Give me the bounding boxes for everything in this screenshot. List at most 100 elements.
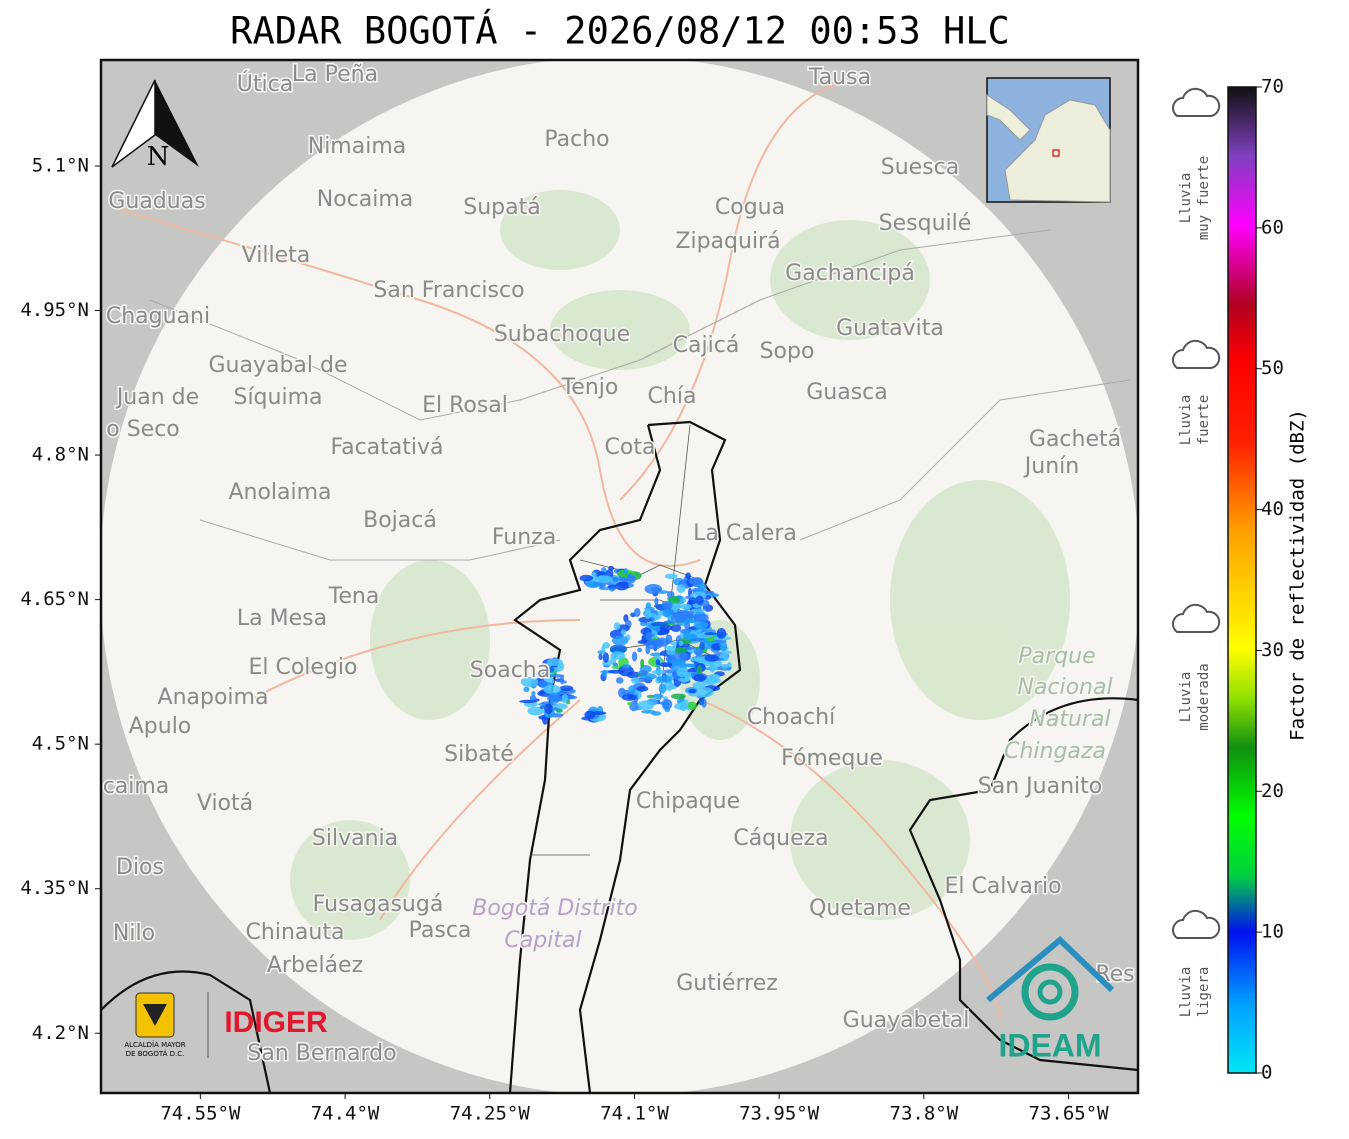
place-label: La Calera (693, 521, 797, 546)
place-label: Guasca (806, 380, 888, 405)
echo-cell (559, 675, 565, 685)
echo-cell (721, 650, 732, 655)
echo-cell (679, 663, 695, 667)
logo-text: DE BOGOTÁ D.C. (126, 1049, 185, 1058)
echo-cell (630, 677, 640, 684)
place-label: Cáqueza (733, 826, 828, 851)
place-label: Gachetá (1029, 427, 1121, 452)
department-borders (101, 420, 1138, 1093)
echo-cell (699, 641, 705, 651)
echo-cell (693, 673, 706, 682)
echo-cell (658, 683, 667, 694)
echo-cell (585, 581, 601, 589)
echo-cell (651, 669, 666, 675)
colorbar-tick-label: 0 (1261, 1062, 1272, 1084)
place-label: Bojacá (363, 508, 437, 533)
x-tick-label: 74.4°W (311, 1103, 380, 1125)
place-label: o Seco (106, 417, 180, 442)
echo-cell (591, 711, 607, 716)
place-label: Silvania (312, 826, 398, 851)
place-label: Bogotá Distrito (472, 896, 637, 921)
place-label: Cota (605, 435, 656, 460)
colorbar (1227, 86, 1257, 1074)
echo-cell (598, 653, 603, 661)
place-label: Chía (648, 384, 697, 409)
echo-cell (693, 613, 709, 623)
echo-cell (627, 702, 632, 706)
place-label: Juan de (115, 385, 199, 410)
axes: 74.55°W 74.4°W 74.25°W 74.1°W 73.95°W 73.8°W 7… (20, 154, 1109, 1124)
place-label: La Peña (292, 62, 378, 87)
colorbar-ticks: 0 10 20 30 40 50 60 70 (1256, 76, 1284, 1084)
place-label: Viotá (197, 791, 253, 816)
y-tick-label: 4.95°N (20, 299, 89, 321)
north-arrow: N (111, 79, 199, 172)
y-tick-label: 4.35°N (20, 877, 89, 899)
rain-class-label: Lluvia (1178, 173, 1194, 224)
place-label: Zipaquirá (675, 229, 780, 254)
roads (119, 79, 1001, 1021)
place-label: Nacional (1017, 675, 1112, 700)
echo-cell (678, 640, 684, 647)
echo-cell (628, 685, 637, 693)
colorbar-tick-label: 70 (1261, 76, 1284, 98)
echo-cell (674, 647, 688, 654)
place-label: Supatá (463, 195, 540, 220)
colorbar-label: Factor de reflectividad (dBZ) (1287, 409, 1309, 741)
echo-cell (654, 597, 659, 606)
echo-cell (601, 644, 606, 655)
place-label: Dios (116, 855, 164, 880)
echo-cell (678, 652, 689, 660)
echo-cell (672, 643, 677, 650)
echo-cell (662, 699, 673, 710)
echo-cell (613, 622, 621, 631)
place-label: Suesca (881, 155, 959, 180)
place-label: El Calvario (944, 874, 1061, 899)
echo-cell (547, 695, 563, 703)
rain-class-label: Lluvia (1178, 672, 1194, 723)
echo-cell (609, 644, 627, 654)
rain-class-label: fuerte (1196, 395, 1212, 446)
echo-cell (697, 582, 707, 592)
echo-cell (644, 584, 663, 595)
echo-cell (523, 686, 530, 692)
echo-cell (543, 703, 554, 715)
echo-cell (688, 577, 703, 586)
place-label: La Mesa (237, 606, 327, 631)
place-label: Villeta (242, 243, 311, 268)
rain-class-label: muy fuerte (1196, 156, 1212, 240)
place-label: Sopo (760, 339, 815, 364)
echo-cell (704, 632, 717, 636)
place-label: Funza (492, 525, 556, 550)
echo-cell (685, 572, 691, 580)
echo-cell (662, 609, 672, 618)
colorbar-tick-label: 30 (1261, 639, 1284, 661)
place-label: Chinauta (246, 920, 345, 945)
echo-cell (602, 652, 609, 663)
place-label: Gachancipá (785, 261, 915, 286)
echo-cell (615, 677, 624, 684)
place-label: Anapoima (158, 685, 269, 710)
echo-cell (627, 573, 634, 582)
place-label: Cajicá (673, 333, 740, 358)
place-label: Nilo (113, 921, 155, 946)
echo-cell (594, 575, 613, 583)
echo-cell (579, 574, 593, 582)
echo-cell (561, 693, 568, 704)
echo-cell (659, 662, 673, 668)
colorbar-tick-label: 20 (1261, 780, 1284, 802)
colorbar-tick-label: 40 (1261, 498, 1284, 520)
y-tick-label: 4.65°N (20, 588, 89, 610)
echo-cell (539, 705, 546, 709)
echo-cell (637, 647, 643, 653)
place-label: San Francisco (373, 278, 524, 303)
echo-cell (687, 701, 697, 710)
echo-cell (664, 573, 678, 580)
echo-cell (621, 664, 632, 669)
place-label: Gutiérrez (676, 971, 778, 996)
echo-cell (633, 607, 641, 617)
echo-cell (693, 648, 704, 656)
echo-cell (695, 595, 704, 605)
place-label: Natural (1029, 707, 1110, 732)
